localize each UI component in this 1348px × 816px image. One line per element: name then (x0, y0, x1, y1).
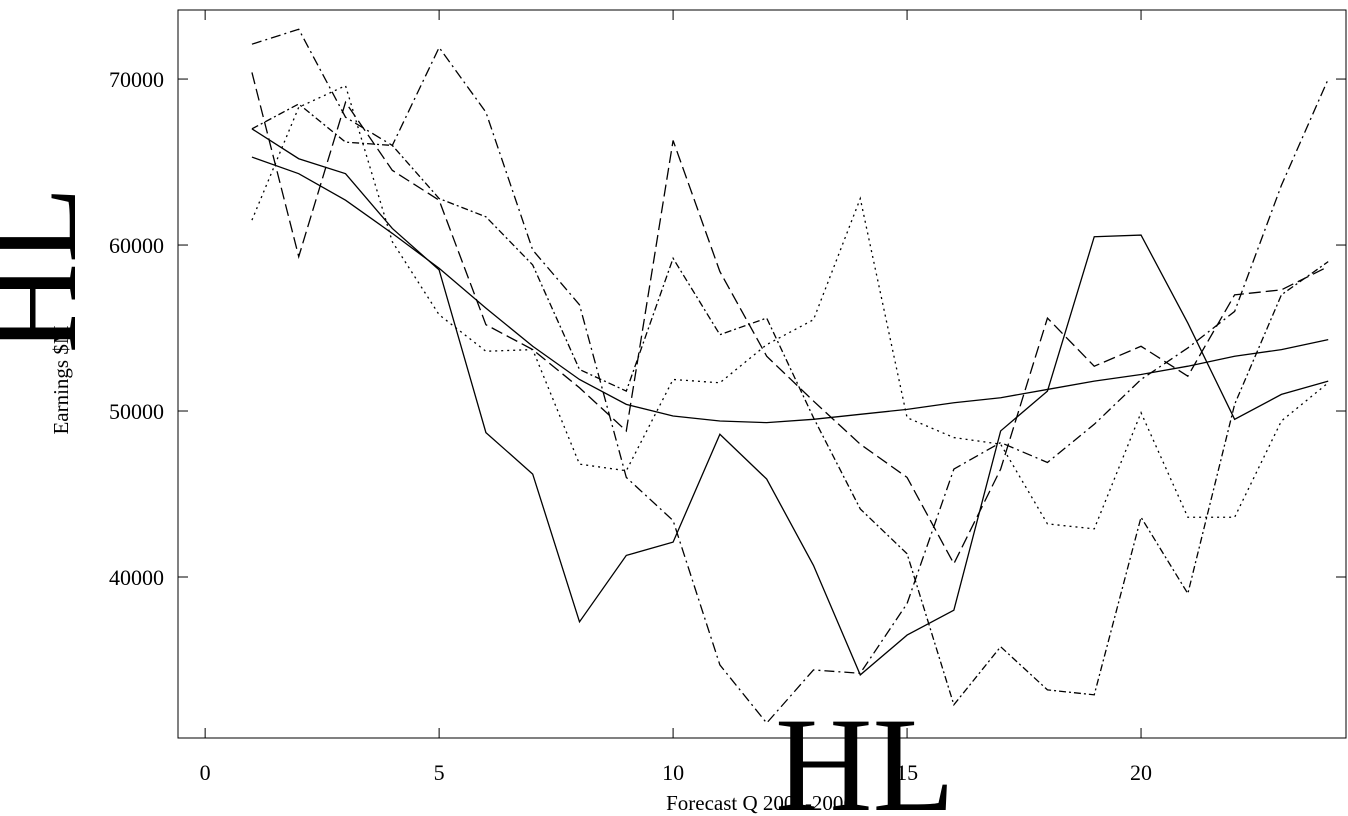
series-line (251, 103, 1329, 707)
y-tick-label: 50000 (109, 399, 164, 424)
series-line (251, 156, 1329, 424)
x-axis-label: Forecast Q 2001-2006 (666, 791, 854, 815)
x-tick-label: 0 (200, 760, 211, 785)
series-line (251, 128, 1329, 676)
y-tick-label: 40000 (109, 565, 164, 590)
x-tick-label: 5 (434, 760, 445, 785)
series-line (251, 84, 1329, 530)
y-axis-label: Earnings $M (49, 325, 73, 434)
y-label-glyphs: HL (0, 187, 103, 354)
series-line (251, 72, 1329, 566)
y-tick-label: 70000 (109, 67, 164, 92)
x-tick-label: 15 (896, 760, 918, 785)
series-line (251, 28, 1329, 725)
plot-frame (177, 9, 1347, 739)
x-label-glyphs: HL (775, 691, 955, 816)
x-tick-label: 20 (1130, 760, 1152, 785)
x-tick-label: 10 (662, 760, 684, 785)
y-tick-label: 60000 (109, 233, 164, 258)
